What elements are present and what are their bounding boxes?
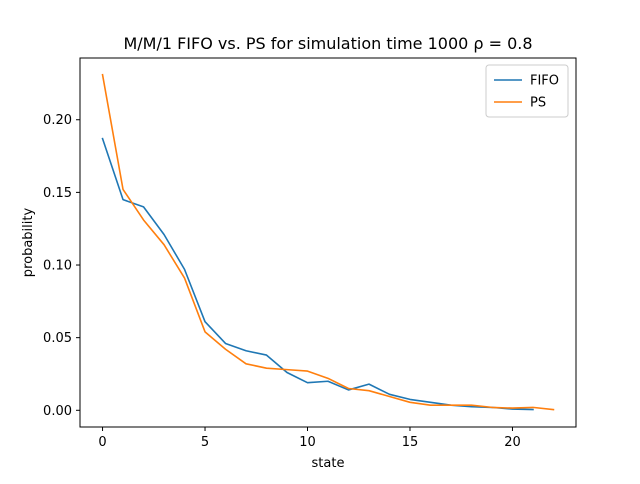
legend-box [485,64,569,118]
y-tick-label: 0.15 [43,186,72,201]
legend-label-fifo: FIFO [530,74,559,89]
plot-area-frame [79,57,577,428]
legend: FIFO PS [485,64,569,118]
y-axis-label: probability [21,208,36,278]
x-tick-label: 20 [504,435,521,450]
x-tick-label: 10 [299,435,316,450]
y-tick-label: 0.05 [43,331,72,346]
x-axis-label: state [312,456,345,471]
y-tick-label: 0.00 [43,404,72,419]
series-line-ps [101,73,555,411]
x-axis: 0 5 10 15 20 [98,427,521,450]
series-layer [101,73,555,411]
y-axis: 0.00 0.05 0.10 0.15 0.20 [43,113,80,419]
x-tick-label: 0 [98,435,106,450]
y-tick-label: 0.10 [43,259,72,274]
y-tick-label: 0.20 [43,113,72,128]
chart-title: M/M/1 FIFO vs. PS for simulation time 10… [123,34,532,53]
x-tick-label: 15 [402,435,419,450]
legend-label-ps: PS [530,96,546,111]
x-tick-label: 5 [201,435,209,450]
